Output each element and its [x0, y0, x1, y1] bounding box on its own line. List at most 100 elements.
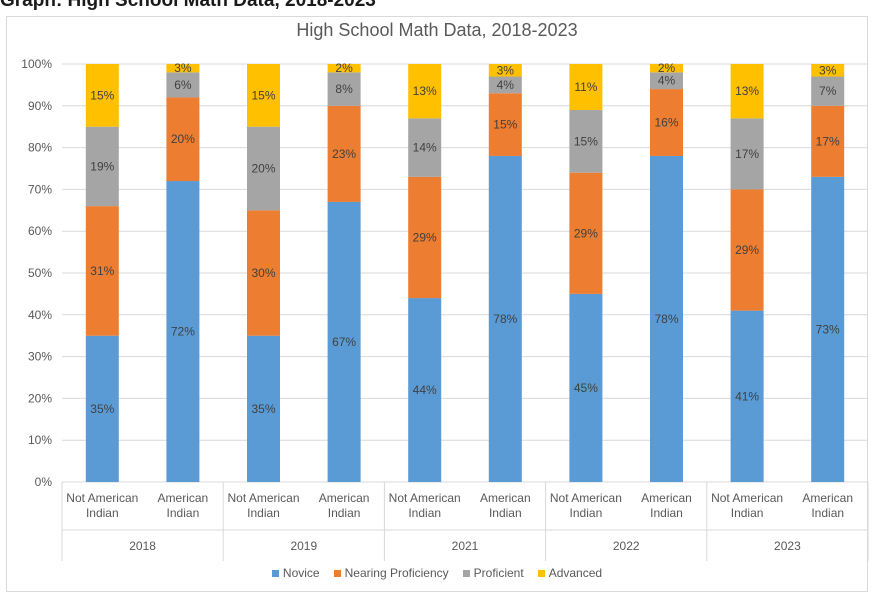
x-tick-label: American: [158, 491, 209, 505]
bar-segment: [247, 64, 280, 127]
bar-segment: [166, 72, 200, 98]
bar-segment: [488, 155, 522, 482]
bar-segment: [811, 64, 845, 77]
bar-segment: [569, 64, 603, 110]
x-tick-label: Indian: [408, 506, 441, 520]
bar-segment: [247, 335, 280, 482]
y-tick-label: 60%: [28, 224, 52, 238]
data-label: 23%: [332, 147, 356, 161]
data-label: 7%: [819, 84, 837, 98]
x-group-label: 2019: [290, 539, 317, 553]
bar-segment: [650, 64, 683, 73]
bar-segment: [730, 189, 764, 311]
x-group-label: 2018: [129, 539, 156, 553]
data-label: 41%: [735, 389, 759, 403]
x-tick-label: Indian: [650, 506, 683, 520]
y-tick-label: 40%: [28, 308, 52, 322]
data-label: 45%: [574, 381, 598, 395]
x-group-label: 2023: [774, 539, 801, 553]
data-label: 15%: [574, 134, 598, 148]
data-label: 78%: [493, 312, 517, 326]
legend-label: Nearing Proficiency: [344, 566, 449, 580]
data-label: 3%: [819, 63, 837, 77]
x-tick-label: Indian: [731, 506, 764, 520]
x-tick-label: Not American: [66, 491, 138, 505]
legend-label: Proficient: [473, 566, 524, 580]
bar-segment: [488, 76, 522, 94]
y-tick-label: 0%: [35, 475, 53, 489]
data-label: 19%: [90, 159, 114, 173]
y-tick-label: 10%: [28, 433, 52, 447]
legend-swatch: [462, 569, 470, 577]
data-label: 30%: [251, 266, 275, 280]
data-label: 3%: [174, 61, 192, 75]
bar-segment: [650, 72, 683, 90]
bar-segment: [488, 93, 522, 156]
data-label: 13%: [413, 84, 437, 98]
y-tick-label: 100%: [21, 57, 52, 71]
data-label: 35%: [251, 402, 275, 416]
x-group-label: 2022: [613, 539, 640, 553]
y-tick-label: 70%: [28, 182, 52, 196]
bar-segment: [569, 172, 603, 294]
data-label: 6%: [174, 78, 192, 92]
data-label: 2%: [335, 61, 353, 75]
x-tick-label: American: [641, 491, 692, 505]
x-tick-label: Indian: [811, 506, 844, 520]
bar-segment: [327, 64, 361, 73]
x-tick-label: Indian: [489, 506, 522, 520]
x-tick-label: Indian: [570, 506, 603, 520]
x-tick-label: Not American: [711, 491, 783, 505]
legend-item: Novice: [271, 566, 320, 580]
bar-segment: [408, 298, 442, 482]
bar-segment: [247, 126, 280, 211]
data-label: 2%: [658, 61, 676, 75]
bar-segment: [166, 97, 200, 182]
data-label: 29%: [413, 230, 437, 244]
legend-swatch: [537, 569, 545, 577]
data-label: 16%: [654, 116, 678, 130]
bar-segment: [408, 176, 442, 299]
x-tick-label: Not American: [550, 491, 622, 505]
data-label: 4%: [658, 74, 676, 88]
bar-segment: [247, 210, 280, 336]
legend-item: Nearing Proficiency: [333, 566, 449, 580]
x-tick-label: American: [319, 491, 370, 505]
legend-swatch: [333, 569, 341, 577]
bar-segment: [85, 206, 119, 336]
data-label: 72%: [171, 325, 195, 339]
legend-item: Advanced: [537, 566, 603, 580]
bar-segment: [569, 293, 603, 482]
y-tick-label: 30%: [28, 350, 52, 364]
data-label: 67%: [332, 335, 356, 349]
x-tick-label: Not American: [227, 491, 299, 505]
bar-segment: [408, 118, 442, 177]
bar-segment: [811, 105, 845, 177]
x-tick-label: Indian: [247, 506, 280, 520]
x-tick-label: American: [480, 491, 531, 505]
data-label: 31%: [90, 264, 114, 278]
chart-title: High School Math Data, 2018-2023: [296, 20, 578, 40]
y-tick-label: 50%: [28, 266, 52, 280]
chart-legend: Novice Nearing Proficiency Proficient Advan…: [0, 566, 874, 580]
bar-segment: [327, 105, 361, 202]
data-label: 11%: [574, 80, 597, 94]
data-label: 20%: [251, 162, 275, 176]
cropped-heading-text: Graph: High School Math Data, 2018-2023: [0, 0, 376, 11]
data-label: 8%: [335, 82, 353, 96]
data-label: 3%: [497, 63, 515, 77]
y-tick-label: 90%: [28, 99, 52, 113]
data-label: 4%: [497, 78, 515, 92]
bar-segment: [650, 155, 683, 482]
legend-label: Advanced: [548, 566, 603, 580]
x-tick-label: Not American: [389, 491, 461, 505]
data-label: 15%: [493, 118, 517, 132]
data-label: 73%: [816, 322, 840, 336]
data-label: 14%: [413, 141, 437, 155]
legend-item: Proficient: [462, 566, 524, 580]
legend-label: Novice: [282, 566, 320, 580]
bar-segment: [730, 64, 764, 119]
bar-segment: [85, 126, 119, 207]
bar-segment: [650, 89, 683, 156]
